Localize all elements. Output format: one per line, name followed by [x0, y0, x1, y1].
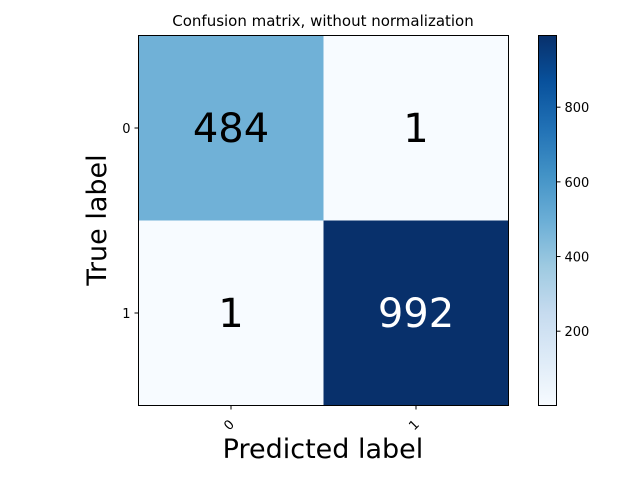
chart-title: Confusion matrix, without normalization: [172, 12, 474, 30]
heatmap-cell-labels: 484 1 1 992: [193, 106, 454, 337]
plot-frame: [138, 35, 509, 406]
cell-value-label: 484: [193, 106, 269, 152]
cell-value-label: 1: [218, 291, 243, 337]
heatmap-cell: [138, 35, 324, 221]
x-tick-label: 1: [406, 417, 422, 433]
cell-value-label: 1: [403, 106, 428, 152]
y-tick-label: 1: [122, 307, 130, 322]
y-axis-label: True label: [82, 154, 113, 286]
cell-value-label: 992: [378, 291, 454, 337]
heatmap-cell: [323, 220, 509, 406]
y-axis-ticks: 01: [122, 122, 139, 322]
heatmap-cells: [138, 35, 509, 406]
colorbar-tick-label: 200: [565, 325, 590, 340]
heatmap-cell: [138, 220, 324, 406]
x-tick-label: 0: [221, 417, 237, 433]
colorbar-ticks: 200 400 600 800: [556, 101, 590, 340]
heatmap-cell: [323, 35, 509, 221]
colorbar-tick-label: 600: [565, 176, 590, 191]
y-tick-label: 0: [122, 122, 130, 137]
colorbar-tick-label: 400: [565, 251, 590, 266]
x-axis-label: Predicted label: [223, 434, 424, 465]
colorbar: [538, 35, 557, 406]
colorbar-tick-label: 800: [565, 101, 590, 116]
